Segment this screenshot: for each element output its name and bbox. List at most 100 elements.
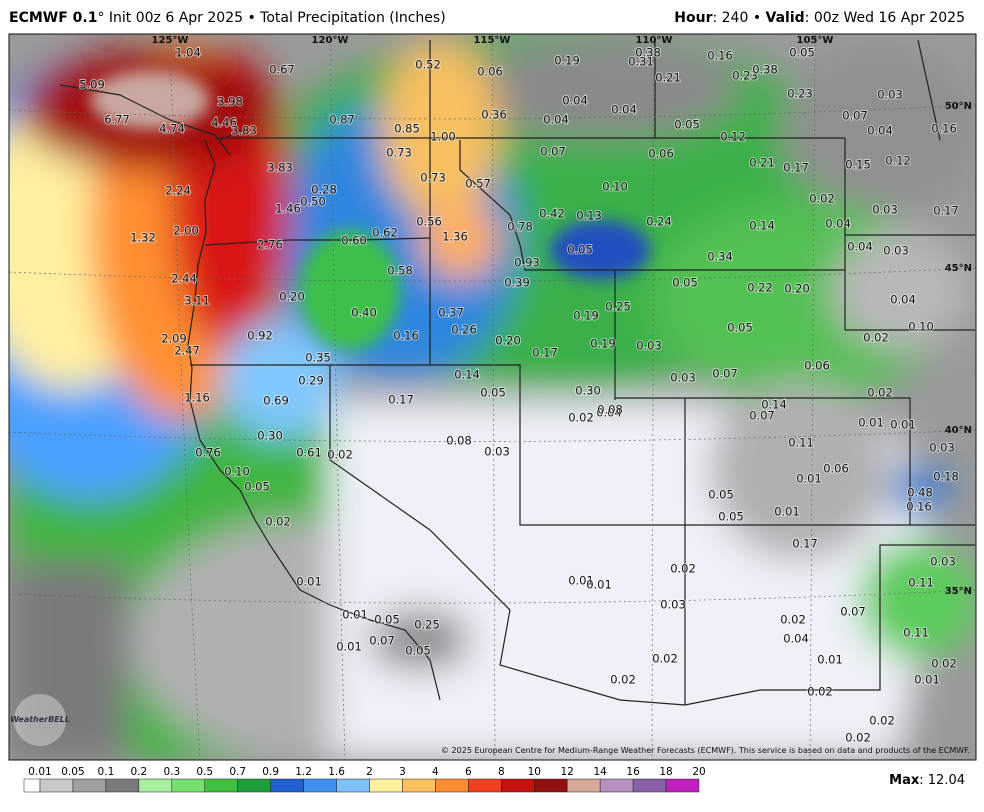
point-label: 0.62 (372, 226, 398, 240)
point-label: 0.12 (885, 154, 911, 168)
colorbar-label: 0.2 (130, 766, 147, 778)
colorbar-swatch (501, 778, 535, 793)
point-label: 0.93 (514, 256, 540, 270)
point-label: 0.02 (869, 714, 895, 728)
point-label: 0.39 (504, 276, 530, 290)
colorbar-label: 20 (692, 766, 705, 778)
point-label: 0.37 (438, 306, 464, 320)
point-label: 0.04 (562, 94, 588, 108)
colorbar-swatch (270, 778, 304, 793)
point-label: 0.21 (655, 71, 681, 85)
point-label: 0.11 (788, 436, 814, 450)
point-label: 1.46 (275, 202, 301, 216)
point-label: 0.30 (257, 429, 283, 443)
point-label: 1.32 (130, 231, 156, 245)
point-label: 0.20 (495, 334, 521, 348)
point-label: 0.02 (568, 411, 594, 425)
point-label: 0.67 (269, 63, 295, 77)
point-label: 0.21 (749, 156, 775, 170)
point-label: 0.02 (652, 652, 678, 666)
point-label: 0.20 (279, 290, 305, 304)
point-label: 6.77 (104, 113, 130, 127)
point-label: 0.17 (388, 393, 414, 407)
point-label: 0.23 (732, 69, 758, 83)
point-label: 0.01 (858, 416, 884, 430)
point-label: 0.14 (749, 219, 775, 233)
map-frame (8, 33, 977, 761)
point-label: 3.98 (217, 95, 243, 109)
lon-label: 105°W (797, 35, 834, 46)
logo-mark (14, 694, 66, 746)
point-label: 0.03 (670, 371, 696, 385)
colorbar-swatch (204, 778, 238, 793)
point-label: 0.03 (877, 88, 903, 102)
point-label: 0.05 (708, 488, 734, 502)
colorbar-label: 3 (399, 766, 406, 778)
point-label: 0.17 (792, 537, 818, 551)
point-label: 0.04 (543, 113, 569, 127)
point-label: 0.05 (672, 276, 698, 290)
lat-label: 45°N (945, 263, 972, 274)
point-label: 0.73 (420, 171, 446, 185)
point-label: 0.06 (648, 147, 674, 161)
point-label: 0.05 (727, 321, 753, 335)
point-label: 0.18 (933, 470, 959, 484)
colorbar-swatch (171, 778, 206, 793)
point-label: 0.17 (532, 346, 558, 360)
point-label: 0.06 (823, 462, 849, 476)
colorbar-label: 0.9 (262, 766, 279, 778)
point-label: 0.05 (480, 386, 506, 400)
point-label: 0.03 (484, 445, 510, 459)
point-label: 0.01 (914, 673, 940, 687)
point-label: 0.05 (374, 613, 400, 627)
max-value: Max: 12.04 (889, 773, 965, 788)
point-label: 0.25 (605, 300, 631, 314)
point-label: 2.24 (165, 184, 191, 198)
colorbar-label: 10 (528, 766, 541, 778)
point-label: 0.16 (393, 329, 419, 343)
colorbar-swatch (534, 778, 568, 793)
map-field: 1.040.675.093.986.774.74 4.463.830.870.85… (9, 34, 976, 760)
point-label: 2.76 (257, 238, 283, 252)
colorbar-label: 0.7 (229, 766, 246, 778)
point-label: 0.02 (931, 657, 957, 671)
point-label: 0.02 (807, 685, 833, 699)
point-label: 0.61 (296, 446, 322, 460)
point-label: 0.11 (908, 576, 934, 590)
colorbar-swatch (632, 778, 667, 793)
point-label: 0.92 (247, 329, 273, 343)
lon-label: 120°W (312, 35, 349, 46)
point-label: 0.28 (311, 183, 337, 197)
point-label: 0.14 (454, 368, 480, 382)
point-label: 0.04 (867, 124, 893, 138)
point-label: 4.46 (211, 116, 237, 130)
point-label: 0.04 (611, 103, 637, 117)
colorbar-swatch (599, 778, 634, 793)
point-label: 0.20 (784, 282, 810, 296)
point-label: 0.02 (670, 562, 696, 576)
point-label: 0.58 (387, 264, 413, 278)
point-label: 0.05 (789, 46, 815, 60)
point-label: 2.09 (161, 332, 187, 346)
point-label: 0.25 (414, 618, 440, 632)
point-label: 0.03 (883, 244, 909, 258)
lon-label: 125°W (152, 35, 189, 46)
lat-label: 35°N (945, 586, 972, 597)
point-label: 0.31 (628, 55, 654, 69)
point-label: 0.02 (610, 673, 636, 687)
point-label: 0.42 (539, 207, 565, 221)
colorbar-label: 0.5 (196, 766, 213, 778)
colorbar-swatch (237, 778, 271, 793)
colorbar-swatch (23, 778, 41, 793)
point-label: 3.83 (231, 124, 257, 138)
point-label: 0.04 (890, 293, 916, 307)
colorbar-label: 2 (366, 766, 373, 778)
point-label: 0.22 (747, 281, 773, 295)
colorbar-swatch (435, 778, 469, 793)
logo: WeatherBELL (10, 715, 70, 724)
colorbar-label: 0.01 (28, 766, 51, 778)
colorbar-swatch (138, 778, 173, 793)
colorbar-swatch (468, 778, 502, 793)
point-label: 0.13 (576, 209, 602, 223)
point-label: 0.02 (265, 515, 291, 529)
